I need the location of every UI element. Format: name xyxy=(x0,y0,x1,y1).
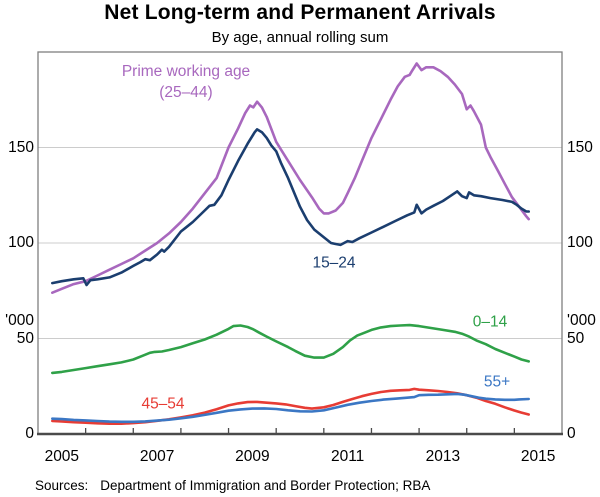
sources-text: Department of Immigration and Border Pro… xyxy=(100,478,431,493)
series-label-55-plus: 55+ xyxy=(484,372,510,393)
series-line-0-14 xyxy=(50,323,531,375)
y-tick-label-right: 50 xyxy=(567,329,585,347)
series-label-line: 0–14 xyxy=(472,313,508,331)
y-axis-unit-left: '000 xyxy=(5,312,34,330)
chart-subtitle: By age, annual rolling sum xyxy=(211,29,389,46)
y-tick-label-left: 50 xyxy=(16,329,34,347)
series-label-line: Prime working age xyxy=(121,63,251,80)
series-label-15-24: 15–24 xyxy=(312,253,355,274)
x-tick-label: 2009 xyxy=(235,448,270,465)
series-label-line: 15–24 xyxy=(312,254,356,272)
y-tick-label-left: 0 xyxy=(25,425,34,442)
y-tick-label-left: 100 xyxy=(8,234,34,251)
x-tick-label: 2015 xyxy=(520,448,556,465)
sources-label: Sources: xyxy=(35,478,89,493)
x-tick-label: 2011 xyxy=(330,448,365,465)
x-tick-label: 2013 xyxy=(425,448,461,465)
series-line-55+ xyxy=(50,392,531,424)
y-axis-unit-right: '000 xyxy=(567,312,596,330)
series-line-Prime-working-age-25-44- xyxy=(50,62,531,295)
series-label-line: 45–54 xyxy=(141,395,185,413)
y-tick-label-right: 0 xyxy=(567,425,576,442)
series-label-45-54: 45–54 xyxy=(141,394,184,415)
series-label-line: (25–44) xyxy=(159,84,213,101)
y-tick-label-left: 150 xyxy=(8,138,34,156)
x-tick-label: 2007 xyxy=(139,448,175,465)
series-label-line: 55+ xyxy=(483,373,511,391)
series-line-15-24 xyxy=(50,128,531,287)
x-tick-label: 2005 xyxy=(44,448,80,465)
series-label-0-14: 0–14 xyxy=(473,312,507,333)
y-tick-label-right: 150 xyxy=(567,138,593,156)
series-label-prime-working-age: Prime working age (25–44) xyxy=(122,61,250,103)
sources-note: Sources: Department of Immigration and Bo… xyxy=(35,478,430,493)
chart-title: Net Long-term and Permanent Arrivals xyxy=(104,1,496,24)
y-tick-label-right: 100 xyxy=(567,234,593,251)
